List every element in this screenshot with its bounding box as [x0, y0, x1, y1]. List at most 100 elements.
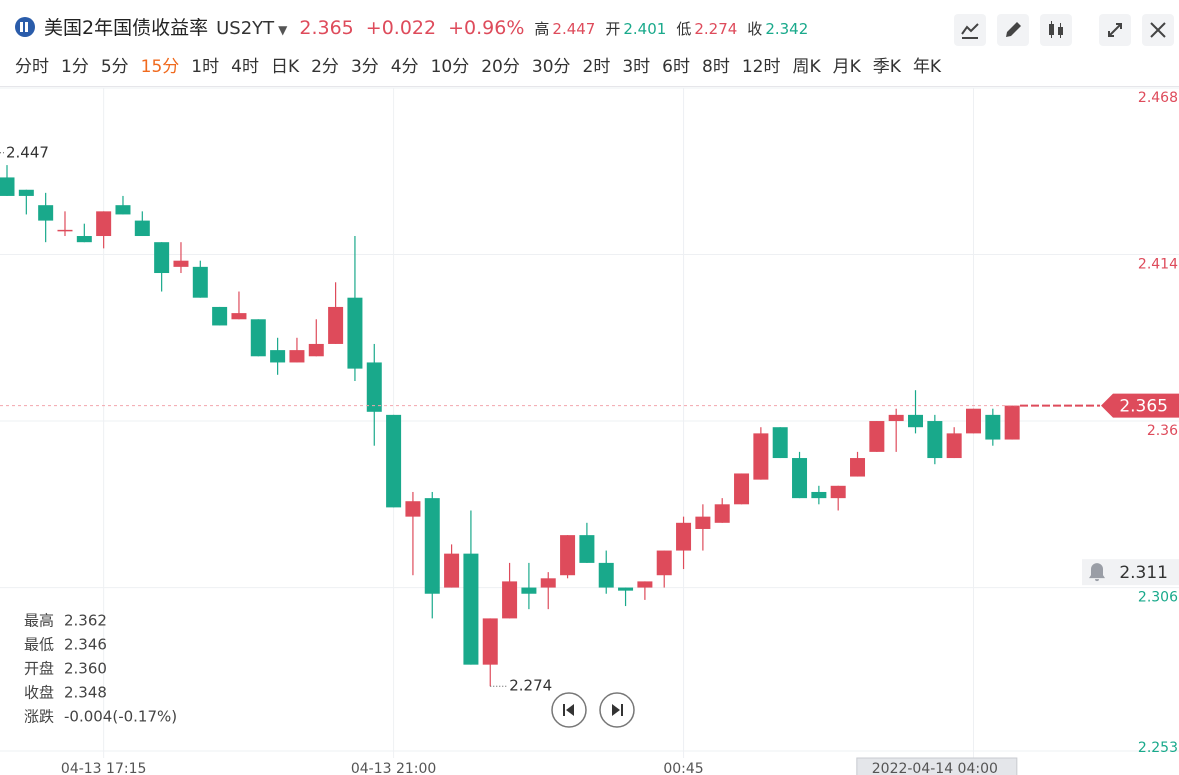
interval-tab[interactable]: 20分	[481, 57, 520, 77]
candle-body	[734, 473, 750, 505]
stat: 收 2.342	[747, 18, 808, 39]
y-tick-label: 2.306	[1138, 590, 1178, 606]
candle-body	[289, 350, 305, 363]
interval-tab[interactable]: 15分	[140, 57, 180, 77]
edit-button[interactable]	[997, 14, 1029, 46]
candle-body	[270, 350, 286, 363]
info-label: 最低	[24, 636, 54, 654]
interval-tab[interactable]: 5分	[100, 57, 129, 77]
y-tick-label: 2.36	[1147, 423, 1178, 439]
candle-body	[482, 618, 498, 665]
title: 美国2年国债收益率	[44, 17, 209, 39]
interval-tab[interactable]: 周K	[792, 57, 821, 77]
interval-tab[interactable]: 4分	[390, 57, 419, 77]
interval-tab[interactable]: 年K	[912, 57, 942, 77]
candle-body	[444, 553, 460, 588]
stat-value: 2.274	[694, 20, 738, 38]
candle-body	[714, 504, 730, 523]
interval-tab[interactable]: 3分	[350, 57, 379, 77]
candle-body	[173, 260, 189, 267]
interval-tab[interactable]: 10分	[430, 57, 470, 77]
candle-body	[946, 433, 962, 459]
candle-body	[966, 408, 981, 434]
price-tag-label: 2.365	[1119, 397, 1168, 417]
candle-body	[76, 236, 92, 243]
info-label: 最高	[24, 612, 54, 630]
candle-body	[38, 205, 54, 221]
x-tick-label: 2022-04-14 04:00	[872, 761, 998, 775]
candle-body	[502, 581, 518, 619]
price: 2.365	[299, 17, 354, 39]
candle-body	[695, 516, 711, 529]
interval-tab[interactable]: 30分	[531, 57, 571, 77]
interval-tab[interactable]: 3时	[622, 57, 651, 77]
crosshair-label-bg	[856, 757, 1018, 775]
stat-label: 高	[534, 20, 550, 38]
candle-body	[869, 421, 885, 452]
candle-body	[424, 498, 440, 594]
candle-body	[811, 491, 827, 499]
next-button[interactable]	[599, 692, 635, 728]
candle-body	[0, 177, 15, 196]
candle-body	[57, 229, 73, 232]
change: +0.022	[365, 17, 437, 39]
candle-body	[405, 501, 421, 517]
y-tick-label: 2.468	[1138, 90, 1178, 106]
x-tick-label: 00:45	[663, 761, 703, 775]
dropdown[interactable]: ▼	[278, 23, 288, 37]
candle-body	[347, 297, 363, 369]
close-button[interactable]	[1142, 14, 1174, 46]
candle-body	[366, 362, 382, 412]
interval-tab[interactable]: 12时	[741, 57, 781, 77]
expand-button[interactable]	[1099, 14, 1131, 46]
candle-body	[579, 535, 595, 563]
candle-body	[154, 242, 170, 274]
candle-body	[386, 414, 402, 508]
info-label: 收盘	[24, 684, 54, 702]
candle-body	[463, 553, 479, 665]
min-marker: 2.274	[509, 677, 552, 695]
interval-tab[interactable]: 分时	[15, 57, 49, 77]
y-tick-label: 2.414	[1138, 257, 1178, 273]
candle-body	[115, 205, 131, 215]
interval-tab[interactable]: 月K	[832, 57, 861, 77]
interval-tab[interactable]: 2时	[582, 57, 611, 77]
candle-body	[598, 562, 614, 588]
candle-body	[850, 458, 866, 477]
candle-body	[656, 550, 672, 576]
interval-tab[interactable]: 日K	[270, 57, 300, 77]
stat: 开 2.401	[605, 18, 666, 39]
info-value: 2.360	[64, 660, 107, 678]
symbol[interactable]: US2YT	[216, 18, 275, 39]
candle-body	[212, 306, 228, 326]
info-label: 涨跌	[24, 708, 54, 726]
interval-tab[interactable]: 1时	[191, 57, 220, 77]
x-tick-label: 04-13 17:15	[61, 761, 146, 775]
button-icon	[563, 704, 574, 716]
info-value: 2.346	[64, 636, 107, 654]
x-tick-label: 04-13 21:00	[351, 761, 436, 775]
interval-tab[interactable]: 季K	[872, 57, 901, 77]
candle-body	[772, 427, 788, 459]
stat-label: 开	[605, 20, 621, 38]
prev-button[interactable]	[551, 692, 587, 728]
draw-button[interactable]	[954, 14, 986, 46]
candle-body	[540, 578, 556, 588]
candle-button[interactable]	[1040, 14, 1072, 46]
candle-body	[1004, 405, 1020, 440]
interval-tab[interactable]: 1分	[61, 57, 89, 77]
interval-tab[interactable]: 6时	[662, 57, 690, 77]
info-label: 开盘	[24, 660, 54, 678]
interval-tab[interactable]: 4时	[231, 57, 259, 77]
candle-body	[792, 458, 808, 499]
stat: 低 2.274	[676, 18, 737, 39]
info-value: -0.004(-0.17%)	[64, 708, 177, 726]
interval-tab[interactable]: 8时	[702, 57, 730, 77]
quote-row: 美国2年国债收益率 US2YT ▼ 2.365 +0.022 +0.96% 高 2.…	[14, 13, 808, 40]
candle-body	[192, 266, 208, 298]
candle-body	[250, 319, 266, 357]
candle-body	[134, 220, 150, 237]
interval-tab[interactable]: 2分	[311, 57, 339, 77]
candle-body	[96, 211, 112, 237]
